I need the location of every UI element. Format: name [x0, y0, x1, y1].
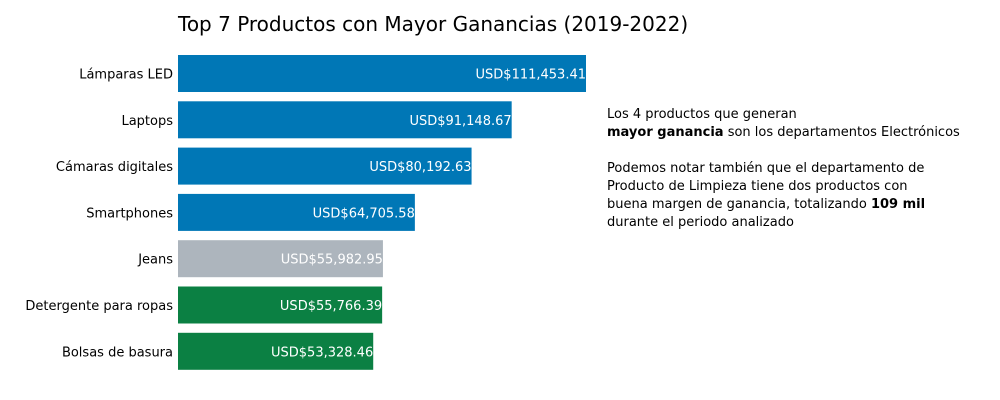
- annotation-text: buena margen de ganancia, totalizando: [607, 197, 871, 212]
- bars-group: Lámparas LED USD$111,453.41 Laptops USD$91,…: [25, 55, 586, 370]
- annotation-line: Podemos notar también que el departament…: [607, 161, 925, 176]
- bar-value-label: USD$111,453.41: [476, 68, 586, 83]
- annotation-line: mayor ganancia son los departamentos Ele…: [607, 124, 960, 142]
- bar: [178, 147, 472, 185]
- annotation-line: durante el periodo analizado: [607, 215, 794, 230]
- bar: [178, 101, 512, 139]
- annotation-bold: mayor ganancia: [607, 125, 724, 140]
- bar-value-label: USD$91,148.67: [409, 114, 511, 129]
- bar: [178, 286, 383, 324]
- category-tick-label: Bolsas de basura: [62, 345, 173, 360]
- category-tick-label: Smartphones: [86, 206, 173, 221]
- category-tick-label: Laptops: [121, 114, 173, 129]
- annotation-paragraph-1: Los 4 productos que generan mayor gananc…: [607, 106, 960, 142]
- category-tick-label: Jeans: [137, 253, 173, 268]
- category-tick-label: Detergente para ropas: [25, 299, 173, 314]
- annotation-line: Los 4 productos que generan: [607, 107, 797, 122]
- bar: [178, 240, 383, 278]
- bar-value-label: USD$80,192.63: [369, 160, 471, 175]
- bar: [178, 332, 374, 370]
- category-tick-label: Cámaras digitales: [56, 160, 173, 175]
- bar-value-label: USD$55,982.95: [281, 253, 383, 268]
- annotation-bold: 109 mil: [870, 197, 926, 212]
- bar-value-label: USD$55,766.39: [280, 299, 382, 314]
- annotation-text: son los departamentos Electrónicos: [723, 125, 960, 140]
- bar-value-label: USD$53,328.46: [271, 345, 373, 360]
- annotation-line: buena margen de ganancia, totalizando 10…: [607, 196, 925, 214]
- annotation-line: Producto de Limpieza tiene dos productos…: [607, 179, 908, 194]
- category-tick-label: Lámparas LED: [79, 68, 173, 83]
- chart-title: Top 7 Productos con Mayor Ganancias (201…: [177, 12, 688, 36]
- annotation-paragraph-2: Podemos notar también que el departament…: [607, 160, 925, 232]
- bar: [178, 193, 415, 231]
- bar: [178, 55, 586, 92]
- bar-value-label: USD$64,705.58: [313, 206, 415, 221]
